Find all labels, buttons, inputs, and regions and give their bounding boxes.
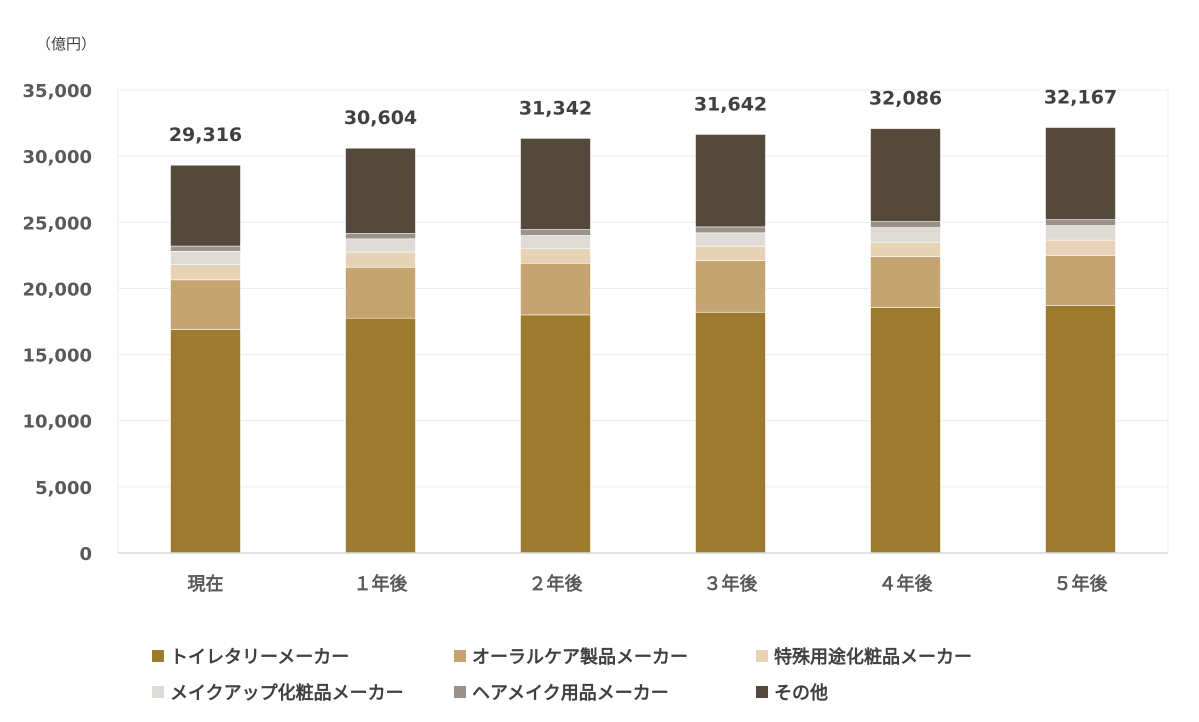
bar-segment <box>345 251 416 268</box>
legend-item: ヘアメイク用品メーカー <box>454 680 756 704</box>
bar-segment <box>170 264 241 281</box>
bar-total-label: 31,342 <box>519 97 592 119</box>
y-tick-label: 20,000 <box>23 279 92 300</box>
legend-item: 特殊用途化粧品メーカー <box>756 644 1052 668</box>
y-tick-label: 35,000 <box>23 81 92 102</box>
bar-segment <box>1045 239 1116 256</box>
bar-segment <box>520 248 591 264</box>
legend-item: その他 <box>756 680 1052 704</box>
x-category-label: 現在 <box>188 573 224 595</box>
bar-segment <box>695 226 766 234</box>
y-tick-label: 0 <box>79 544 92 565</box>
bar-segment <box>170 251 241 265</box>
legend-label: 特殊用途化粧品メーカー <box>774 647 972 668</box>
bar-segment <box>695 311 766 554</box>
bar-total-label: 29,316 <box>169 124 242 146</box>
y-tick-label: 30,000 <box>23 147 92 168</box>
legend-swatch <box>756 686 768 698</box>
bar-segment <box>520 235 591 250</box>
bar-segment <box>695 260 766 313</box>
bar-total-label: 32,086 <box>869 88 942 110</box>
y-tick-label: 15,000 <box>23 346 92 367</box>
bar-segment <box>345 266 416 319</box>
plot-area-border <box>117 89 1169 554</box>
bar-segment <box>870 128 941 222</box>
x-category-label: １年後 <box>354 573 409 595</box>
bar-segment <box>695 245 766 261</box>
legend-item: オーラルケア製品メーカー <box>454 644 756 668</box>
y-tick-label: 10,000 <box>23 412 92 433</box>
bar-segment <box>695 134 766 228</box>
bar-segment <box>170 164 241 247</box>
y-tick-label: 25,000 <box>23 213 92 234</box>
bar-segment <box>870 256 941 308</box>
bar-segment <box>870 307 941 554</box>
bar-segment <box>870 221 941 228</box>
legend-label: オーラルケア製品メーカー <box>472 647 688 668</box>
chart-legend: トイレタリーメーカー オーラルケア製品メーカー 特殊用途化粧品メーカーメイクアップ化… <box>152 644 1052 704</box>
legend-label: トイレタリーメーカー <box>170 647 350 668</box>
bar-segment <box>520 229 591 236</box>
y-axis-unit-label: （億円） <box>36 35 97 53</box>
bar-segment <box>1045 219 1116 226</box>
bar-segment <box>1045 127 1116 220</box>
bar-segment <box>345 238 416 253</box>
legend-label: その他 <box>774 683 828 704</box>
bar-segment <box>1045 255 1116 306</box>
bar-segment <box>520 262 591 316</box>
bar-segment <box>1045 225 1116 241</box>
x-category-label: ４年後 <box>879 573 934 595</box>
legend-label: メイクアップ化粧品メーカー <box>170 683 404 704</box>
bar-segment <box>520 314 591 554</box>
bar-segment <box>170 329 241 554</box>
legend-swatch <box>454 650 466 662</box>
bar-segment <box>520 138 591 230</box>
legend-swatch <box>454 686 466 698</box>
y-tick-label: 5,000 <box>35 478 92 499</box>
bar-segment <box>870 241 941 257</box>
bar-segment <box>1045 305 1116 554</box>
x-category-label: ２年後 <box>529 573 584 595</box>
bar-segment <box>345 317 416 554</box>
bar-total-label: 31,642 <box>694 93 767 115</box>
bar-segment <box>345 147 416 234</box>
legend-swatch <box>152 686 164 698</box>
legend-item: トイレタリーメーカー <box>152 644 454 668</box>
bar-segment <box>170 245 241 252</box>
bar-segment <box>170 279 241 330</box>
legend-item: メイクアップ化粧品メーカー <box>152 680 454 704</box>
legend-label: ヘアメイク用品メーカー <box>472 683 669 704</box>
bar-total-label: 32,167 <box>1044 86 1117 108</box>
legend-swatch <box>756 650 768 662</box>
x-category-label: ３年後 <box>704 573 759 595</box>
x-category-label: ５年後 <box>1054 573 1109 595</box>
legend-swatch <box>152 650 164 662</box>
bar-segment <box>695 232 766 247</box>
bar-segment <box>345 233 416 240</box>
bar-segment <box>870 227 941 243</box>
bar-total-label: 30,604 <box>344 107 417 129</box>
